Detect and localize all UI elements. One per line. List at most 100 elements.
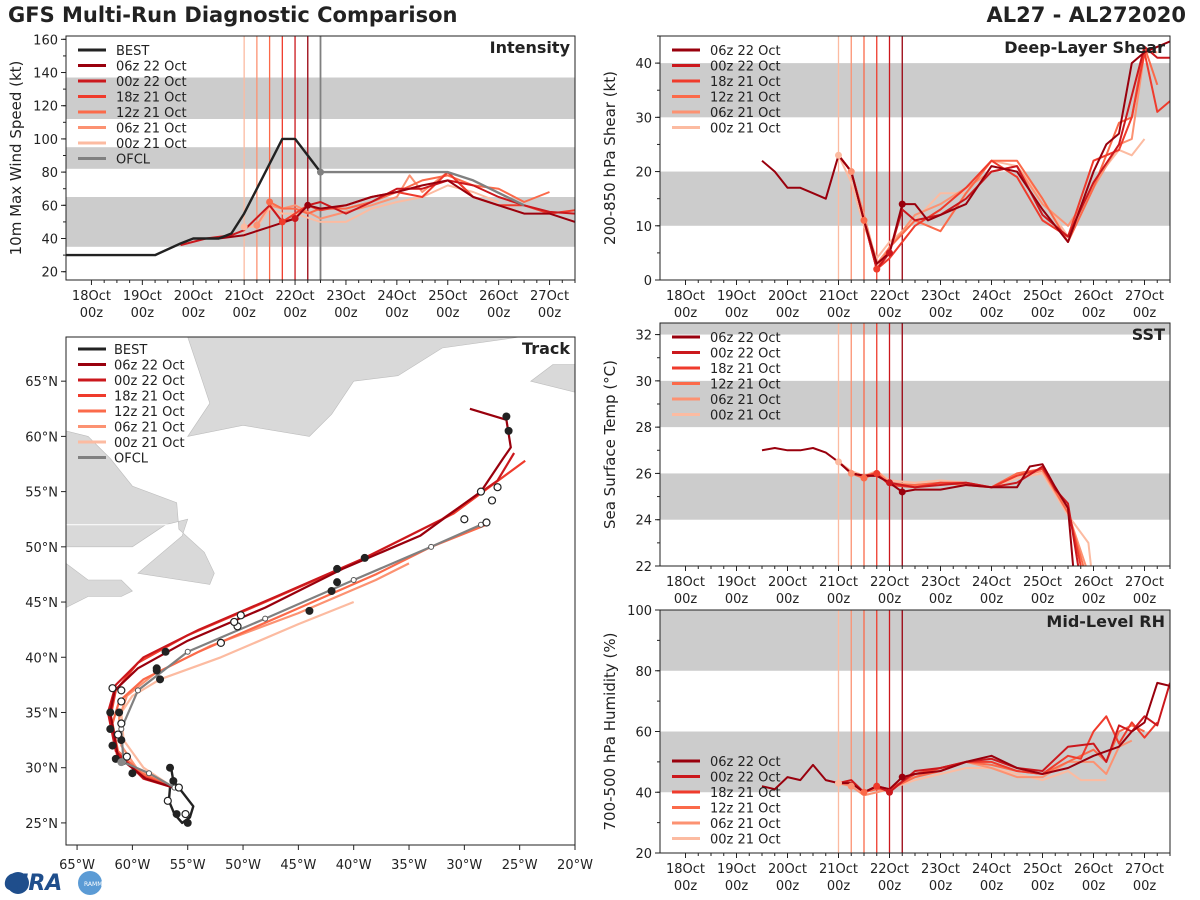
legend-label: 18z 21 Oct bbox=[710, 786, 781, 801]
track-point-filled bbox=[161, 647, 170, 656]
band bbox=[660, 380, 1170, 428]
xtick-label: 20Oct bbox=[768, 575, 807, 590]
xtick-label: 20Oct bbox=[768, 289, 807, 304]
xtick-label: 24Oct bbox=[377, 289, 416, 304]
ytick-label: 20 bbox=[41, 266, 58, 281]
legend-label: 18z 21 Oct bbox=[114, 390, 185, 405]
track-panel: 65°W 60°W 55°W 50°W 45°W 40°W 35°W 30°W 25°W 20°W… bbox=[25, 336, 593, 873]
ytick-label: 80 bbox=[635, 665, 652, 680]
track-point-open bbox=[113, 730, 123, 739]
xtick-label: 00z bbox=[980, 306, 1004, 321]
track-point-filled bbox=[333, 564, 342, 573]
init-marker bbox=[835, 458, 842, 466]
xtick-label: 23Oct bbox=[326, 289, 365, 304]
plot-area bbox=[761, 36, 1170, 280]
init-marker bbox=[835, 151, 842, 159]
xtick-label: 00z bbox=[80, 306, 104, 321]
legend-label: 12z 21 Oct bbox=[710, 378, 781, 393]
legend-label: 06z 21 Oct bbox=[710, 106, 781, 121]
track-point-open bbox=[236, 611, 245, 620]
xtick-label: 22Oct bbox=[870, 575, 909, 590]
ytick-label: 120 bbox=[33, 100, 58, 115]
xtick-label: 00z bbox=[827, 306, 851, 321]
track-point-open bbox=[174, 783, 183, 792]
xtick-label: 60°W bbox=[114, 858, 150, 873]
xtick-label: 00z bbox=[538, 306, 562, 321]
band bbox=[660, 473, 1170, 520]
xtick-label: 35°W bbox=[391, 858, 427, 873]
panel-title: Mid-Level RH bbox=[1046, 612, 1165, 631]
track-point-open bbox=[117, 697, 126, 706]
legend-label: OFCL bbox=[114, 452, 149, 467]
xtick-label: 00z bbox=[776, 879, 800, 894]
plot-area bbox=[761, 323, 1092, 566]
ytick-label: 30 bbox=[635, 111, 652, 126]
track-point-filled bbox=[504, 426, 513, 435]
ytick-label: 100 bbox=[627, 604, 652, 619]
ytick-label: 60 bbox=[635, 726, 652, 741]
xtick-label: 00z bbox=[878, 879, 902, 894]
xtick-label: 22Oct bbox=[276, 289, 315, 304]
xtick-label: 19Oct bbox=[717, 289, 756, 304]
legend-label: 00z 21 Oct bbox=[710, 833, 781, 848]
logo-sub: RAMMB bbox=[84, 881, 107, 888]
xtick-label: 18Oct bbox=[666, 575, 705, 590]
init-marker bbox=[278, 218, 286, 226]
track-point-open bbox=[108, 684, 117, 693]
xtick-label: 22Oct bbox=[870, 289, 909, 304]
init-marker bbox=[886, 479, 893, 487]
series-line bbox=[761, 681, 1170, 794]
track-point-open bbox=[181, 809, 190, 819]
rammb-icon bbox=[78, 871, 102, 895]
track-point-open bbox=[487, 496, 497, 505]
ytick-label: 40 bbox=[41, 233, 58, 248]
legend-label: 12z 21 Oct bbox=[710, 802, 781, 817]
xtick-label: 27Oct bbox=[1125, 575, 1164, 590]
legend-label: 00z 21 Oct bbox=[710, 122, 781, 137]
xtick-label: 00z bbox=[334, 306, 358, 321]
init-marker bbox=[240, 223, 248, 231]
series-line bbox=[761, 40, 1170, 265]
xtick-label: 00z bbox=[131, 306, 155, 321]
track-point-filled bbox=[360, 553, 369, 562]
xtick-label: 21Oct bbox=[819, 289, 858, 304]
xtick-label: 24Oct bbox=[972, 289, 1011, 304]
legend-label: 06z 22 Oct bbox=[710, 331, 781, 346]
init-marker bbox=[860, 474, 868, 482]
legend-label: 06z 22 Oct bbox=[116, 60, 187, 75]
ofcl-marker bbox=[262, 615, 269, 622]
xtick-label: 00z bbox=[929, 592, 953, 607]
storm-id: AL27 - AL272020 bbox=[986, 3, 1187, 27]
ytick-label: 50°N bbox=[25, 541, 58, 556]
xtick-label: 18Oct bbox=[666, 862, 705, 877]
xtick-label: 25°W bbox=[502, 858, 538, 873]
xtick-label: 00z bbox=[827, 879, 851, 894]
legend-label: 12z 21 Oct bbox=[114, 405, 185, 420]
band bbox=[660, 323, 1170, 335]
xtick-label: 21Oct bbox=[819, 862, 858, 877]
y-axis-label: 200-850 hPa Shear (kt) bbox=[601, 71, 619, 245]
init-marker bbox=[898, 488, 906, 496]
band bbox=[660, 63, 1170, 118]
xtick-label: 00z bbox=[1031, 592, 1055, 607]
xtick-label: 00z bbox=[674, 879, 698, 894]
series-line bbox=[66, 137, 322, 257]
ytick-label: 100 bbox=[33, 133, 58, 148]
track-point-filled bbox=[183, 818, 192, 827]
ytick-label: 30°N bbox=[25, 762, 58, 777]
legend-label: 00z 21 Oct bbox=[116, 137, 187, 152]
xtick-label: 00z bbox=[385, 306, 409, 321]
track-point-filled bbox=[169, 776, 178, 785]
xtick-label: 00z bbox=[1031, 306, 1055, 321]
init-marker bbox=[860, 216, 868, 224]
frame bbox=[65, 336, 576, 846]
ofcl-init-marker bbox=[117, 758, 126, 767]
ytick-label: 35°N bbox=[25, 706, 58, 721]
track-point-filled bbox=[327, 587, 336, 595]
xtick-label: 50°W bbox=[225, 858, 261, 873]
ofcl-marker bbox=[350, 576, 357, 583]
plot-area bbox=[761, 610, 1170, 853]
xtick-label: 00z bbox=[776, 306, 800, 321]
xtick-label: 00z bbox=[776, 592, 800, 607]
init-marker bbox=[317, 168, 324, 176]
